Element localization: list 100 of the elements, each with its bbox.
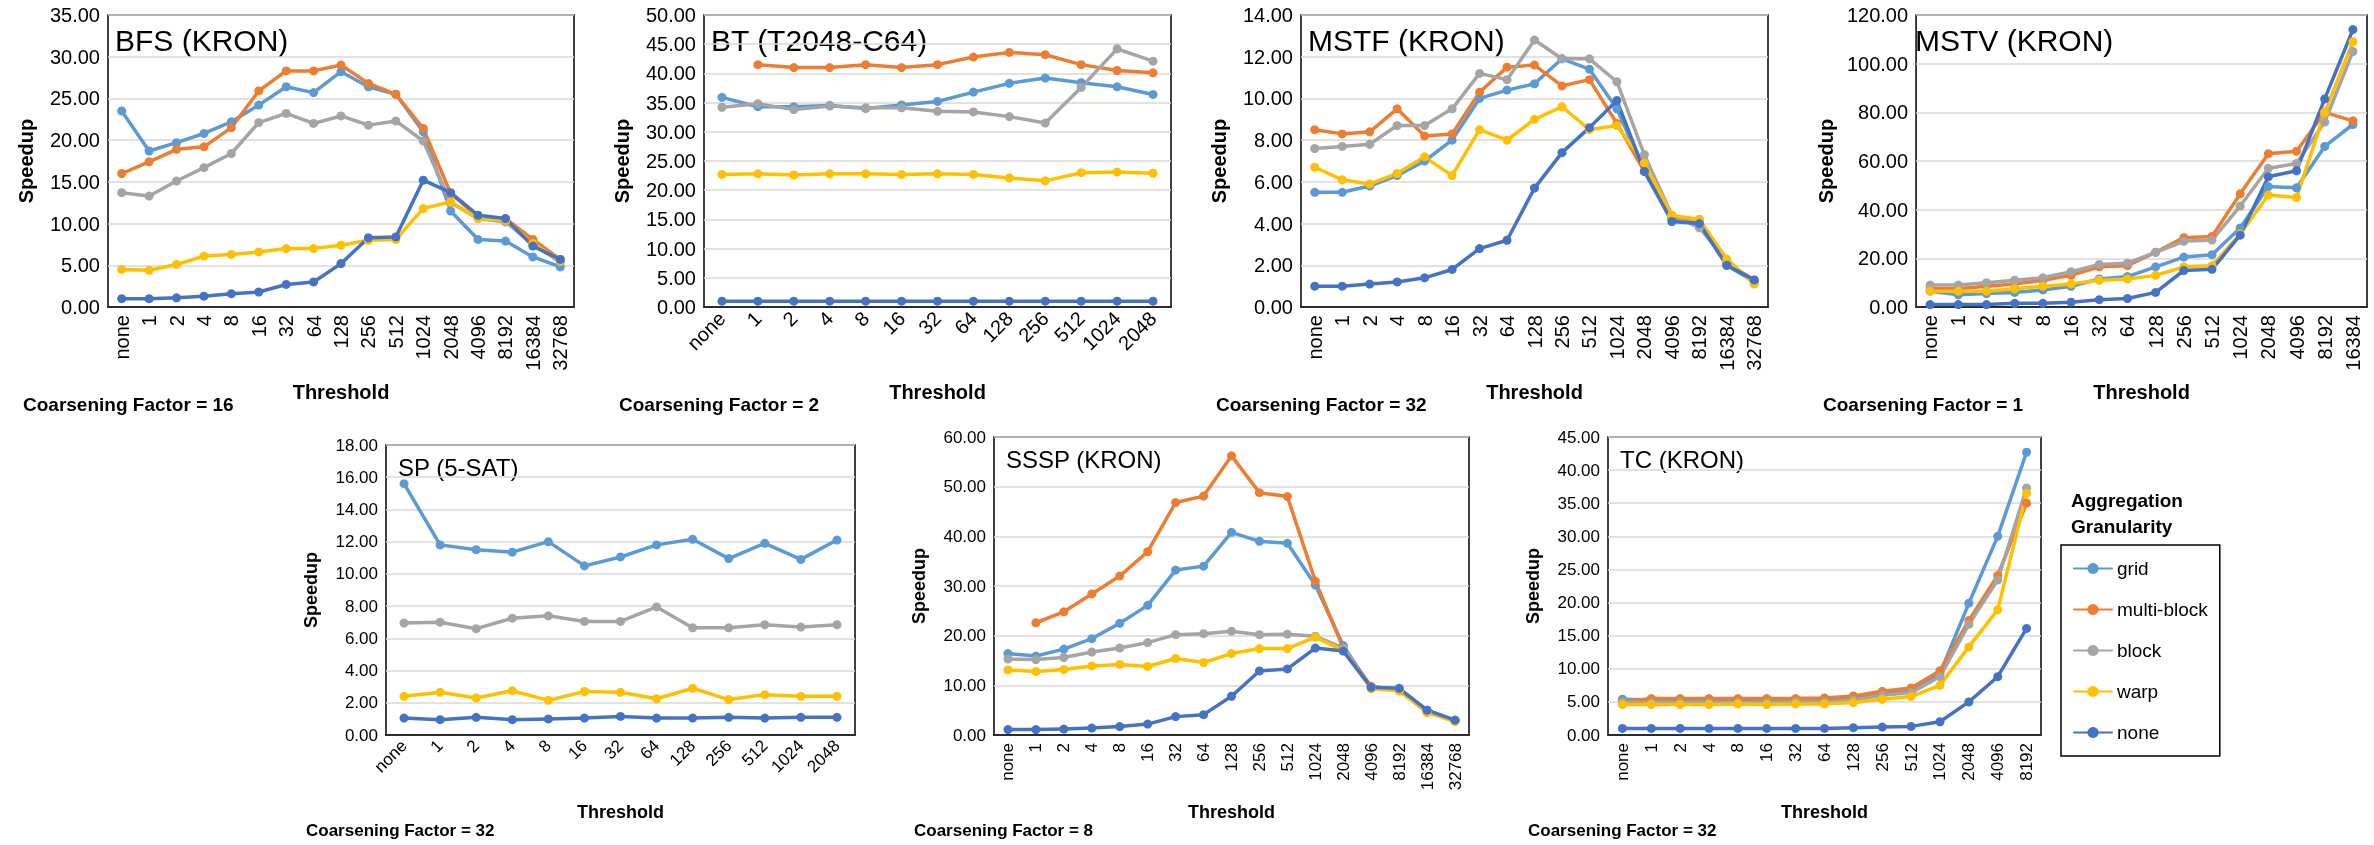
chart-title: MSTV (KRON) — [1915, 23, 2114, 57]
x-tick-label: 16 — [564, 736, 592, 764]
y-tick-label: 20.00 — [1557, 593, 1600, 613]
x-tick-label: 2 — [1975, 315, 1998, 327]
y-tick-label: 10.00 — [645, 237, 696, 260]
x-tick-label: 4096 — [1660, 315, 1683, 360]
y-tick-label: 25.00 — [645, 150, 696, 172]
x-tick-label: 128 — [2144, 315, 2167, 349]
x-tick-label: 1 — [138, 315, 161, 327]
y-axis-title: Speedup — [301, 551, 321, 629]
x-tick-label: 32768 — [549, 315, 572, 371]
y-tick-label: 20.00 — [1858, 247, 1909, 270]
y-axis-title: Speedup — [1208, 118, 1230, 204]
y-tick-label: 40.00 — [943, 526, 986, 546]
x-tick-label: 64 — [1194, 743, 1214, 762]
legend-label: warp — [2116, 681, 2159, 702]
y-tick-label: 30.00 — [49, 45, 100, 68]
x-tick-label: 2 — [165, 315, 188, 327]
x-axis-title: Threshold — [1780, 802, 1869, 822]
x-tick-label: 16 — [2060, 315, 2083, 338]
y-tick-label: 45.00 — [1557, 427, 1600, 447]
x-tick-label: 2048 — [1333, 743, 1353, 781]
y-axis-title: Speedup — [909, 547, 929, 625]
y-tick-label: 5.00 — [1566, 692, 1600, 712]
y-tick-label: 10.00 — [1557, 659, 1600, 679]
x-tick-label: 4 — [1699, 743, 1719, 753]
x-tick-label: 8 — [1413, 315, 1436, 327]
x-tick-label: 32 — [275, 315, 298, 338]
y-tick-label: 60.00 — [943, 427, 986, 447]
text: Coarsening Factor = 2 — [619, 394, 820, 415]
y-tick-label: 120.00 — [1846, 4, 1909, 26]
x-tick-label: 512 — [1901, 743, 1921, 772]
x-tick-label: none — [1303, 315, 1326, 360]
y-tick-label: 35.00 — [1557, 493, 1600, 513]
text: Coarsening Factor = 32 — [1528, 821, 1717, 840]
x-tick-label: 1 — [742, 307, 766, 331]
x-tick-label: 8192 — [1389, 743, 1409, 781]
x-tick-label: 32768 — [1743, 315, 1766, 371]
y-tick-label: 0.00 — [344, 725, 378, 745]
y-axis-title: Speedup — [1815, 118, 1837, 204]
x-tick-label: 2 — [778, 307, 802, 331]
x-tick-label: 64 — [2116, 315, 2139, 338]
x-tick-label: 32768 — [1445, 743, 1465, 791]
y-tick-label: 5.00 — [61, 254, 100, 277]
x-tick-label: 1 — [1331, 315, 1354, 327]
x-tick-label: 4 — [192, 315, 215, 327]
x-tick-label: 32 — [1468, 315, 1491, 338]
x-tick-label: 256 — [2172, 315, 2195, 349]
x-tick-label: 1024 — [412, 315, 435, 360]
x-tick-label: 16 — [878, 307, 910, 339]
x-tick-label: 128 — [1222, 743, 1241, 772]
text: Coarsening Factor = 32 — [306, 821, 495, 840]
x-tick-label: 64 — [636, 736, 664, 764]
chart-title: BFS (KRON) — [115, 23, 289, 57]
y-tick-label: 0.00 — [952, 725, 986, 745]
y-tick-label: 0.00 — [1869, 296, 1909, 318]
x-tick-label: 8192 — [1688, 315, 1711, 360]
y-tick-label: 10.00 — [335, 564, 378, 584]
y-tick-label: 10.00 — [1242, 87, 1293, 110]
x-tick-label: 128 — [1523, 315, 1546, 349]
y-tick-label: 12.00 — [335, 532, 378, 552]
x-tick-label: 64 — [1496, 315, 1519, 338]
x-tick-label: 1024 — [1930, 743, 1950, 781]
x-tick-label: 256 — [1249, 743, 1269, 772]
y-tick-label: 40.00 — [1557, 460, 1600, 480]
x-tick-label: 4 — [2003, 315, 2026, 327]
x-tick-label: 8 — [1110, 743, 1130, 753]
y-tick-label: 0.00 — [61, 296, 100, 318]
y-tick-label: 30.00 — [645, 120, 696, 143]
y-tick-label: 40.00 — [645, 62, 696, 85]
x-tick-label: 2048 — [1633, 315, 1656, 360]
x-tick-label: 128 — [1843, 743, 1863, 772]
x-tick-label: none — [110, 315, 133, 360]
y-tick-label: 20.00 — [49, 129, 100, 152]
x-tick-label: 8192 — [494, 315, 517, 360]
y-tick-label: 6.00 — [344, 628, 378, 648]
x-tick-label: 2048 — [2257, 315, 2280, 360]
x-tick-label: 64 — [1815, 743, 1834, 762]
x-tick-label: 256 — [1550, 315, 1573, 349]
y-tick-label: 0.00 — [657, 296, 696, 318]
y-tick-label: 4.00 — [1254, 212, 1293, 235]
x-tick-label: 4 — [498, 736, 519, 757]
x-tick-label: 16384 — [521, 315, 544, 371]
x-tick-label: 512 — [384, 315, 407, 349]
y-tick-label: 100.00 — [1846, 52, 1909, 75]
y-tick-label: 16.00 — [335, 467, 378, 487]
y-axis-title: Speedup — [1523, 547, 1543, 625]
y-axis-title: Speedup — [611, 118, 633, 204]
legend-label: block — [2117, 640, 2162, 661]
y-tick-label: 40.00 — [1858, 198, 1909, 221]
text: Coarsening Factor = 16 — [23, 394, 234, 415]
x-axis-title: Threshold — [576, 802, 665, 822]
y-tick-label: 60.00 — [1858, 150, 1909, 172]
y-tick-label: 20.00 — [943, 626, 986, 646]
x-tick-label: 1 — [426, 736, 447, 757]
y-tick-label: 20.00 — [645, 179, 696, 202]
chart-title: SP (5-SAT) — [398, 453, 519, 481]
legend-title: Aggregation Granularity — [2071, 489, 2183, 537]
x-tick-label: none — [1612, 743, 1632, 781]
y-tick-label: 5.00 — [657, 266, 696, 289]
